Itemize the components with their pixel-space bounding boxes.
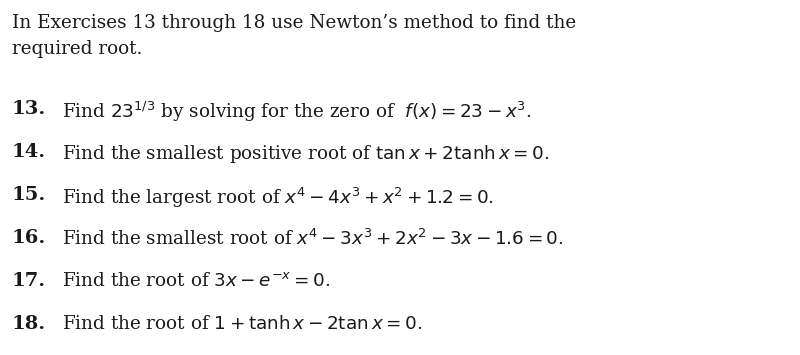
Text: 16.: 16.	[12, 229, 46, 247]
Text: Find the largest root of $x^4 - 4x^3 + x^2 + 1.2 = 0$.: Find the largest root of $x^4 - 4x^3 + x…	[62, 186, 494, 210]
Text: 15.: 15.	[12, 186, 46, 204]
Text: In Exercises 13 through 18 use Newton’s method to find the: In Exercises 13 through 18 use Newton’s …	[12, 14, 576, 32]
Text: Find the root of $3x - e^{-x} = 0$.: Find the root of $3x - e^{-x} = 0$.	[62, 272, 330, 290]
Text: 13.: 13.	[12, 100, 46, 118]
Text: Find $23^{1/3}$ by solving for the zero of  $f(x) = 23 - x^3$.: Find $23^{1/3}$ by solving for the zero …	[62, 100, 531, 124]
Text: required root.: required root.	[12, 40, 142, 58]
Text: Find the smallest root of $x^4 - 3x^3 + 2x^2 - 3x - 1.6 = 0$.: Find the smallest root of $x^4 - 3x^3 + …	[62, 229, 564, 249]
Text: Find the root of $1 + \tanh x - 2\tan x = 0$.: Find the root of $1 + \tanh x - 2\tan x …	[62, 315, 422, 333]
Text: Find the smallest positive root of $\tan x + 2\tanh x = 0$.: Find the smallest positive root of $\tan…	[62, 143, 550, 165]
Text: 14.: 14.	[12, 143, 46, 161]
Text: 17.: 17.	[12, 272, 46, 290]
Text: 18.: 18.	[12, 315, 46, 333]
